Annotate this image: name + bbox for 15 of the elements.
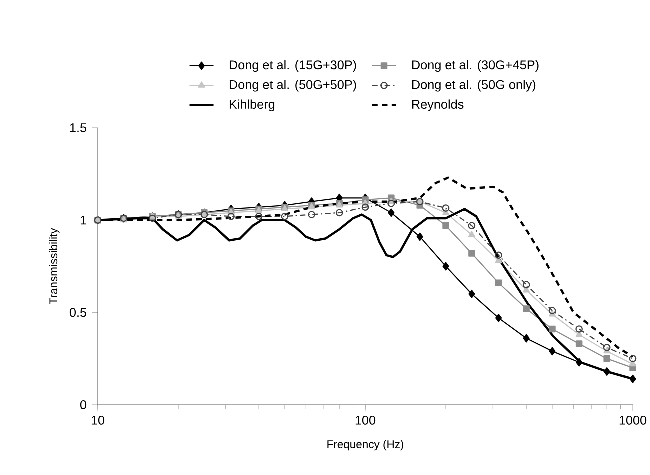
x-tick-label: 100	[356, 416, 376, 425]
legend-label: Dong et al. (50G only)	[412, 80, 536, 92]
y-tick-label: 1.5	[70, 124, 87, 132]
legend-label: Dong et al. (50G+50P)	[230, 80, 356, 92]
x-tick-label: 1000	[620, 416, 647, 425]
legend-label: Dong et al. (30G+45P)	[412, 60, 539, 72]
legend-label: Reynolds	[412, 100, 464, 112]
y-axis-title: Transmissibility	[49, 228, 60, 304]
y-tick-label: 0.5	[70, 308, 87, 318]
y-tick-label: 0	[80, 400, 87, 410]
legend-label: Dong et al. (15G+30P)	[230, 60, 356, 72]
legend-label: Kihlberg	[230, 100, 275, 112]
y-tick-label: 1	[80, 216, 86, 225]
x-tick-label: 10	[92, 416, 105, 425]
x-axis-title: Frequency (Hz)	[328, 440, 404, 451]
